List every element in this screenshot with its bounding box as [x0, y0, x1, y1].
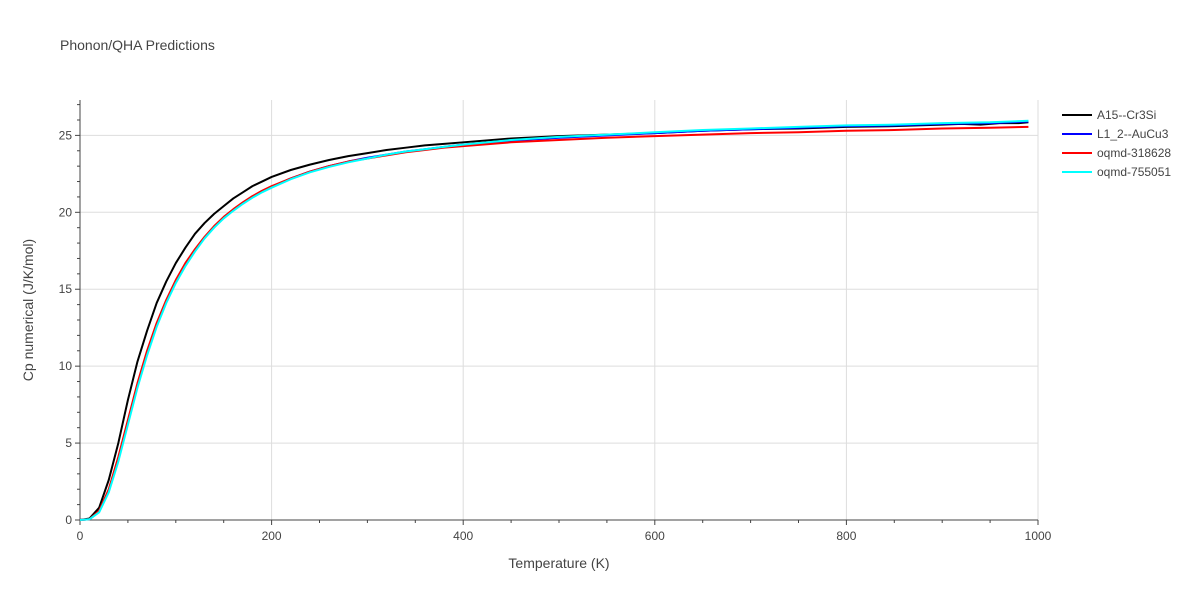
series-line-4: [79, 119, 1029, 521]
y-tick-label: 5: [65, 436, 72, 450]
x-tick-label: 200: [262, 529, 282, 543]
x-tick-label: 400: [453, 529, 473, 543]
x-tick-label: 800: [836, 529, 856, 543]
chart-title: Phonon/QHA Predictions: [60, 37, 215, 53]
x-tick-label: 600: [645, 529, 665, 543]
legend-item[interactable]: oqmd-318628: [1062, 146, 1171, 160]
legend-item[interactable]: A15--Cr3Si: [1062, 108, 1156, 122]
y-tick-label: 25: [59, 128, 73, 142]
y-tick-label: 0: [65, 513, 72, 527]
legend-label: A15--Cr3Si: [1097, 108, 1156, 122]
legend-item[interactable]: oqmd-755051: [1062, 165, 1171, 179]
grid: [80, 100, 1039, 520]
legend-label: L1_2--AuCu3: [1097, 127, 1169, 141]
series-lines: [79, 119, 1029, 521]
legend-label: oqmd-755051: [1097, 165, 1171, 179]
legend-label: oqmd-318628: [1097, 146, 1171, 160]
y-tick-label: 15: [59, 282, 73, 296]
x-tick-label: 1000: [1025, 529, 1052, 543]
y-axis-title: Cp numerical (J/K/mol): [20, 239, 36, 381]
x-tick-label: 0: [77, 529, 84, 543]
y-tick-label: 20: [59, 205, 73, 219]
tick-labels: 0 200 400 600 800 1000 0 5 10 15 20 25: [59, 128, 1052, 543]
axes: [75, 100, 1039, 525]
x-axis-title: Temperature (K): [508, 555, 609, 571]
y-tick-label: 10: [59, 359, 73, 373]
legend[interactable]: A15--Cr3Si L1_2--AuCu3 oqmd-318628 oqmd-755…: [1062, 108, 1171, 179]
legend-item[interactable]: L1_2--AuCu3: [1062, 127, 1169, 141]
